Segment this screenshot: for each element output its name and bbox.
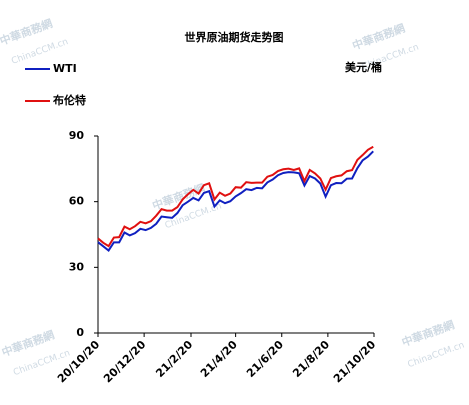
x-tick-label: 21/4/20 [198,338,240,380]
x-tick-label: 20/12/20 [101,338,149,386]
chart-title: 世界原油期货走势图 [185,30,284,44]
y-tick-label: 30 [69,260,85,273]
series-line [97,150,374,252]
watermark: 中華商務網 [0,16,54,48]
y-unit: 美元/桶 [345,60,382,74]
watermark: 中華商務網 [150,181,206,213]
y-tick-label: 60 [69,195,85,208]
x-tick-label: 21/10/20 [331,338,379,386]
watermark: 中華商務網 [400,317,456,349]
legend-label: WTI [53,62,77,75]
legend-label: 布伦特 [53,93,86,107]
series-line [97,145,374,248]
x-tick-label: 21/6/20 [244,338,286,380]
y-tick-label: 90 [69,129,85,142]
watermark: 中華商務網 [0,327,56,359]
y-tick-label: 0 [76,326,84,339]
x-tick-label: 21/2/20 [153,338,195,380]
watermark: 中華商務網 [350,21,406,53]
x-tick-label: 20/10/20 [55,338,103,386]
x-tick-label: 21/8/20 [290,338,332,380]
